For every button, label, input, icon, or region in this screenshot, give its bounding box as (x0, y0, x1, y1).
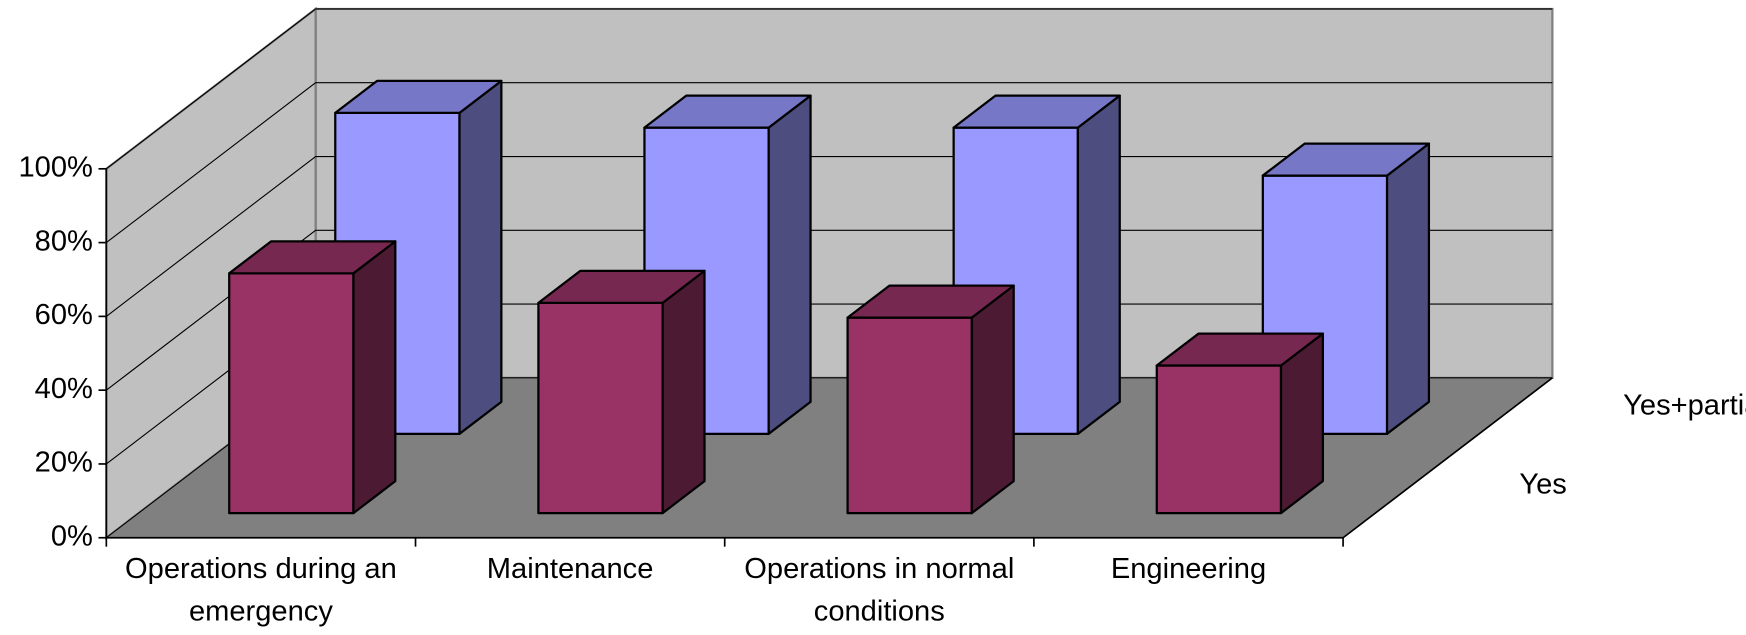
bar-side (1076, 94, 1121, 435)
bar-top (334, 79, 503, 114)
bar-side (458, 79, 503, 435)
bar (228, 240, 397, 515)
x-tick-label: Operations in normal conditions (744, 553, 1014, 627)
y-tick-label: 60% (35, 299, 93, 331)
x-tick-label: Operations during an emergency (125, 553, 397, 627)
depth-axis (1342, 377, 1553, 539)
bar-top (643, 94, 812, 129)
bar (952, 94, 1121, 435)
bar-side (767, 94, 812, 435)
y-tick-label: 40% (35, 373, 93, 405)
bar (846, 284, 1015, 515)
bar-top (1261, 142, 1431, 177)
series-label: Yes (1519, 469, 1566, 501)
bar-side (661, 269, 706, 515)
bar-top (537, 269, 706, 304)
x-tick-label: Engineering (1111, 553, 1266, 585)
bar-front (846, 316, 973, 515)
bar-front (537, 301, 664, 515)
bar-top (952, 94, 1121, 129)
bar-side (352, 240, 397, 515)
bar-side (1385, 142, 1431, 435)
bar-top (1155, 332, 1324, 367)
grid-line (105, 82, 1553, 244)
y-tick-label: 20% (35, 447, 93, 479)
bar-front (228, 272, 355, 515)
bar-front (1155, 364, 1283, 515)
y-tick-label: 100% (18, 152, 92, 184)
bar-top (228, 240, 397, 275)
grid-line (105, 229, 1553, 391)
bar-side (970, 284, 1015, 515)
y-tick-label: 0% (51, 520, 93, 552)
bar (537, 269, 706, 515)
series-label: Yes+partially (1623, 389, 1746, 421)
x-tick-label: Maintenance (487, 553, 654, 585)
grid-line (105, 8, 1553, 170)
bar (1155, 332, 1324, 515)
bar-top (846, 284, 1015, 319)
grid-line (105, 155, 1553, 317)
y-tick-label: 80% (35, 225, 93, 257)
